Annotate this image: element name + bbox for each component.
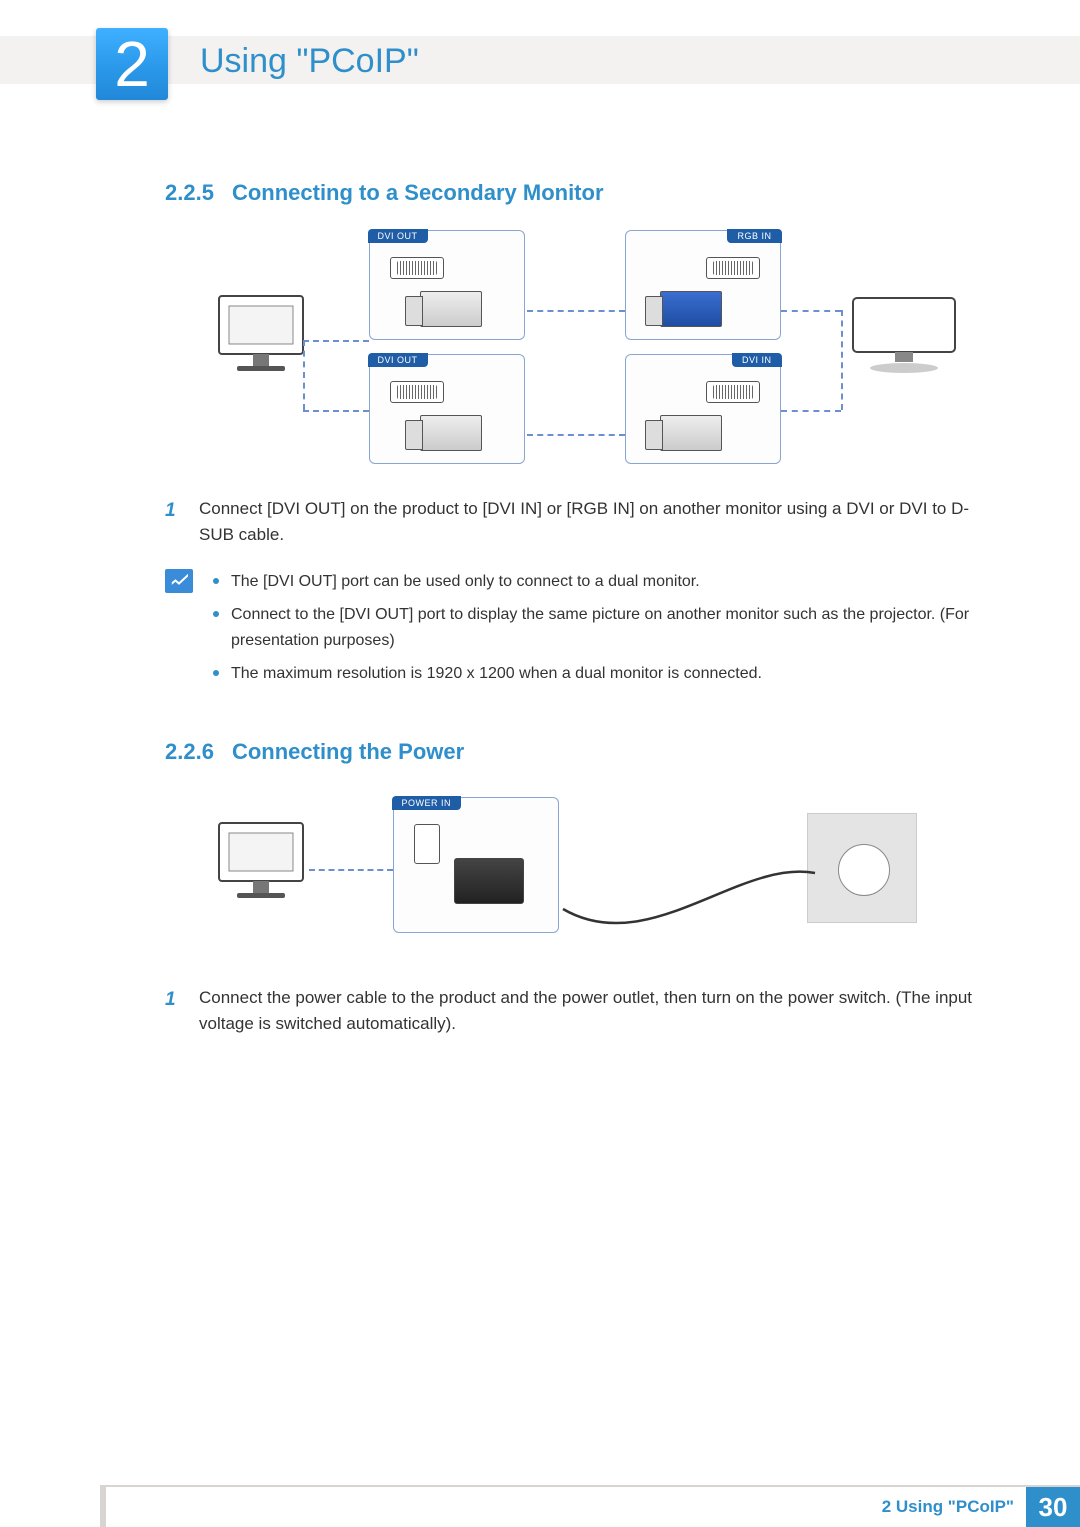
cable-line bbox=[527, 310, 625, 312]
step-text: Connect [DVI OUT] on the product to [DVI… bbox=[199, 496, 998, 549]
page-footer: 2 Using "PCoIP" 30 bbox=[0, 1487, 1080, 1527]
note-text: The maximum resolution is 1920 x 1200 wh… bbox=[231, 665, 762, 682]
section-title: Connecting the Power bbox=[232, 739, 464, 764]
chapter-title: Using "PCoIP" bbox=[200, 42, 419, 81]
panel-tag: DVI OUT bbox=[368, 229, 428, 243]
page-content: 2.2.5 Connecting to a Secondary Monitor D… bbox=[165, 180, 998, 1058]
port-icon bbox=[706, 381, 760, 403]
step-text: Connect the power cable to the product a… bbox=[199, 985, 998, 1038]
section-title: Connecting to a Secondary Monitor bbox=[232, 180, 604, 205]
port-icon bbox=[390, 381, 444, 403]
note-item: The [DVI OUT] port can be used only to c… bbox=[209, 569, 998, 595]
section-heading-225: 2.2.5 Connecting to a Secondary Monitor bbox=[165, 180, 998, 206]
note-block: The [DVI OUT] port can be used only to c… bbox=[165, 569, 998, 695]
dvi-out-panel-top: DVI OUT bbox=[369, 230, 525, 340]
rgb-in-panel: RGB IN bbox=[625, 230, 781, 340]
page-number: 30 bbox=[1039, 1492, 1068, 1523]
connector-icon bbox=[420, 291, 482, 327]
connector-icon bbox=[660, 415, 722, 451]
step-number-icon: 1 bbox=[165, 985, 183, 1038]
cable-line bbox=[781, 410, 841, 412]
cable-line bbox=[309, 869, 393, 871]
power-port-icon bbox=[414, 824, 440, 864]
monitor-connection-diagram: DVI OUT RGB IN DVI OUT DVI IN bbox=[223, 230, 941, 470]
step-number-icon: 1 bbox=[165, 496, 183, 549]
panel-tag: DVI IN bbox=[732, 353, 782, 367]
footer-vertical-bar bbox=[100, 1487, 106, 1527]
note-text: The [DVI OUT] port can be used only to c… bbox=[231, 573, 700, 590]
cable-line bbox=[781, 310, 841, 312]
power-connection-diagram: POWER IN bbox=[223, 789, 941, 959]
note-item: The maximum resolution is 1920 x 1200 wh… bbox=[209, 661, 998, 687]
panel-tag: DVI OUT bbox=[368, 353, 428, 367]
dvi-in-panel: DVI IN bbox=[625, 354, 781, 464]
step-item: 1 Connect the power cable to the product… bbox=[165, 985, 998, 1038]
cable-line bbox=[841, 310, 843, 410]
footer-label: 2 Using "PCoIP" bbox=[882, 1497, 1014, 1517]
section-number: 2.2.5 bbox=[165, 180, 214, 205]
chapter-number: 2 bbox=[114, 27, 150, 101]
cable-line bbox=[303, 340, 305, 410]
wall-outlet-icon bbox=[807, 813, 917, 923]
connector-icon bbox=[660, 291, 722, 327]
footer-rule bbox=[100, 1485, 1080, 1487]
note-item: Connect to the [DVI OUT] port to display… bbox=[209, 602, 998, 653]
power-cable-curve bbox=[559, 849, 819, 939]
section-number: 2.2.6 bbox=[165, 739, 214, 764]
note-list: The [DVI OUT] port can be used only to c… bbox=[209, 569, 998, 695]
connector-icon bbox=[420, 415, 482, 451]
panel-tag: POWER IN bbox=[392, 796, 462, 810]
chapter-number-box: 2 bbox=[96, 28, 168, 100]
primary-monitor-icon bbox=[213, 817, 309, 917]
port-icon bbox=[390, 257, 444, 279]
panel-tag: RGB IN bbox=[727, 229, 781, 243]
note-text: Connect to the [DVI OUT] port to display… bbox=[231, 606, 969, 649]
secondary-monitor-icon bbox=[849, 290, 959, 390]
section-heading-226: 2.2.6 Connecting the Power bbox=[165, 739, 998, 765]
port-icon bbox=[706, 257, 760, 279]
cable-line bbox=[527, 434, 625, 436]
page-number-box: 30 bbox=[1026, 1487, 1080, 1527]
cable-line bbox=[303, 410, 369, 412]
note-icon bbox=[165, 569, 193, 593]
power-plug-icon bbox=[454, 858, 524, 904]
primary-monitor-icon bbox=[213, 290, 309, 390]
step-item: 1 Connect [DVI OUT] on the product to [D… bbox=[165, 496, 998, 549]
dvi-out-panel-bottom: DVI OUT bbox=[369, 354, 525, 464]
cable-line bbox=[303, 340, 369, 342]
power-in-panel: POWER IN bbox=[393, 797, 559, 933]
